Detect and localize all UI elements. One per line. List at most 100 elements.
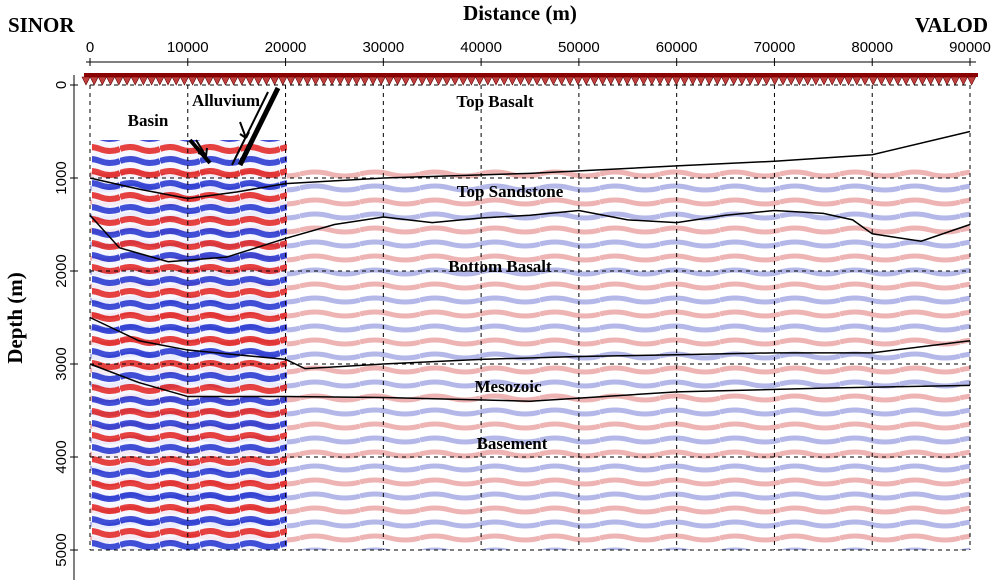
geophone xyxy=(484,77,492,85)
geophone xyxy=(779,77,787,85)
geophone xyxy=(549,77,557,85)
geophone xyxy=(271,77,279,85)
geophone xyxy=(812,77,820,85)
annotation: Basin xyxy=(128,111,169,130)
geophone xyxy=(377,77,385,85)
geophone xyxy=(722,77,730,85)
seismic-texture xyxy=(90,140,970,550)
geophone xyxy=(894,77,902,85)
geophone xyxy=(295,77,303,85)
geophone xyxy=(877,77,885,85)
geophone xyxy=(574,77,582,85)
y-tick-label: 5000 xyxy=(53,533,70,566)
geophone xyxy=(344,77,352,85)
geophone xyxy=(689,77,697,85)
geophone xyxy=(98,77,106,85)
x-tick-label: 30000 xyxy=(362,39,404,56)
geophone xyxy=(353,77,361,85)
geophone xyxy=(238,77,246,85)
geophone xyxy=(467,77,475,85)
geophone xyxy=(246,77,254,85)
geophone xyxy=(730,77,738,85)
geophone xyxy=(738,77,746,85)
geophone xyxy=(525,77,533,85)
annotation: Top Sandstone xyxy=(457,182,564,201)
x-tick-label: 70000 xyxy=(754,39,796,56)
geophone xyxy=(262,77,270,85)
geophone xyxy=(607,77,615,85)
geophone xyxy=(517,77,525,85)
annotation: Mesozoic xyxy=(474,377,541,396)
geophone xyxy=(164,77,172,85)
geophone xyxy=(697,77,705,85)
geophone xyxy=(566,77,574,85)
y-tick-label: 4000 xyxy=(53,440,70,473)
geophone xyxy=(451,77,459,85)
geophone xyxy=(328,77,336,85)
geophone xyxy=(902,77,910,85)
geophone xyxy=(443,77,451,85)
geophone xyxy=(664,77,672,85)
right-label: VALOD xyxy=(915,13,988,37)
geophone xyxy=(205,77,213,85)
x-tick-label: 40000 xyxy=(460,39,502,56)
x-tick-label: 90000 xyxy=(949,39,991,56)
geophone xyxy=(148,77,156,85)
geophone xyxy=(279,77,287,85)
geophone xyxy=(648,77,656,85)
x-tick-label: 10000 xyxy=(167,39,209,56)
geophone xyxy=(230,77,238,85)
geophone xyxy=(476,77,484,85)
geophone xyxy=(189,77,197,85)
geophone xyxy=(951,77,959,85)
x-axis-title: Distance (m) xyxy=(463,1,577,25)
geophone xyxy=(935,77,943,85)
geophone xyxy=(320,77,328,85)
geophone-bar xyxy=(84,73,978,77)
geophone xyxy=(763,77,771,85)
annotation: Top Basalt xyxy=(456,92,534,111)
geophone xyxy=(845,77,853,85)
geophone xyxy=(426,77,434,85)
geophone xyxy=(197,77,205,85)
geophone xyxy=(795,77,803,85)
geophone xyxy=(713,77,721,85)
geophone xyxy=(361,77,369,85)
y-tick-label: 1000 xyxy=(53,161,70,194)
geophone xyxy=(303,77,311,85)
geophone xyxy=(672,77,680,85)
geophone xyxy=(394,77,402,85)
geophone xyxy=(221,77,229,85)
geophone-row xyxy=(82,73,978,85)
geophone xyxy=(459,77,467,85)
x-tick-label: 0 xyxy=(86,39,94,56)
geophone xyxy=(410,77,418,85)
geophone xyxy=(754,77,762,85)
x-tick-label: 80000 xyxy=(851,39,893,56)
geophone xyxy=(656,77,664,85)
geophone xyxy=(123,77,131,85)
y-tick-label: 3000 xyxy=(53,347,70,380)
geophone xyxy=(558,77,566,85)
geophone xyxy=(172,77,180,85)
x-tick-label: 50000 xyxy=(558,39,600,56)
geophone xyxy=(213,77,221,85)
geophone xyxy=(771,77,779,85)
geophone xyxy=(254,77,262,85)
geophone xyxy=(968,77,976,85)
geophone xyxy=(287,77,295,85)
geophone xyxy=(804,77,812,85)
geophone xyxy=(746,77,754,85)
x-tick-label: 60000 xyxy=(656,39,698,56)
geophone xyxy=(869,77,877,85)
geophone xyxy=(500,77,508,85)
geophone xyxy=(435,77,443,85)
geophone xyxy=(131,77,139,85)
geophone xyxy=(910,77,918,85)
x-tick-label: 20000 xyxy=(265,39,307,56)
geophone xyxy=(861,77,869,85)
geophone xyxy=(418,77,426,85)
geophone xyxy=(640,77,648,85)
geophone xyxy=(385,77,393,85)
annotation: Bottom Basalt xyxy=(448,257,552,276)
